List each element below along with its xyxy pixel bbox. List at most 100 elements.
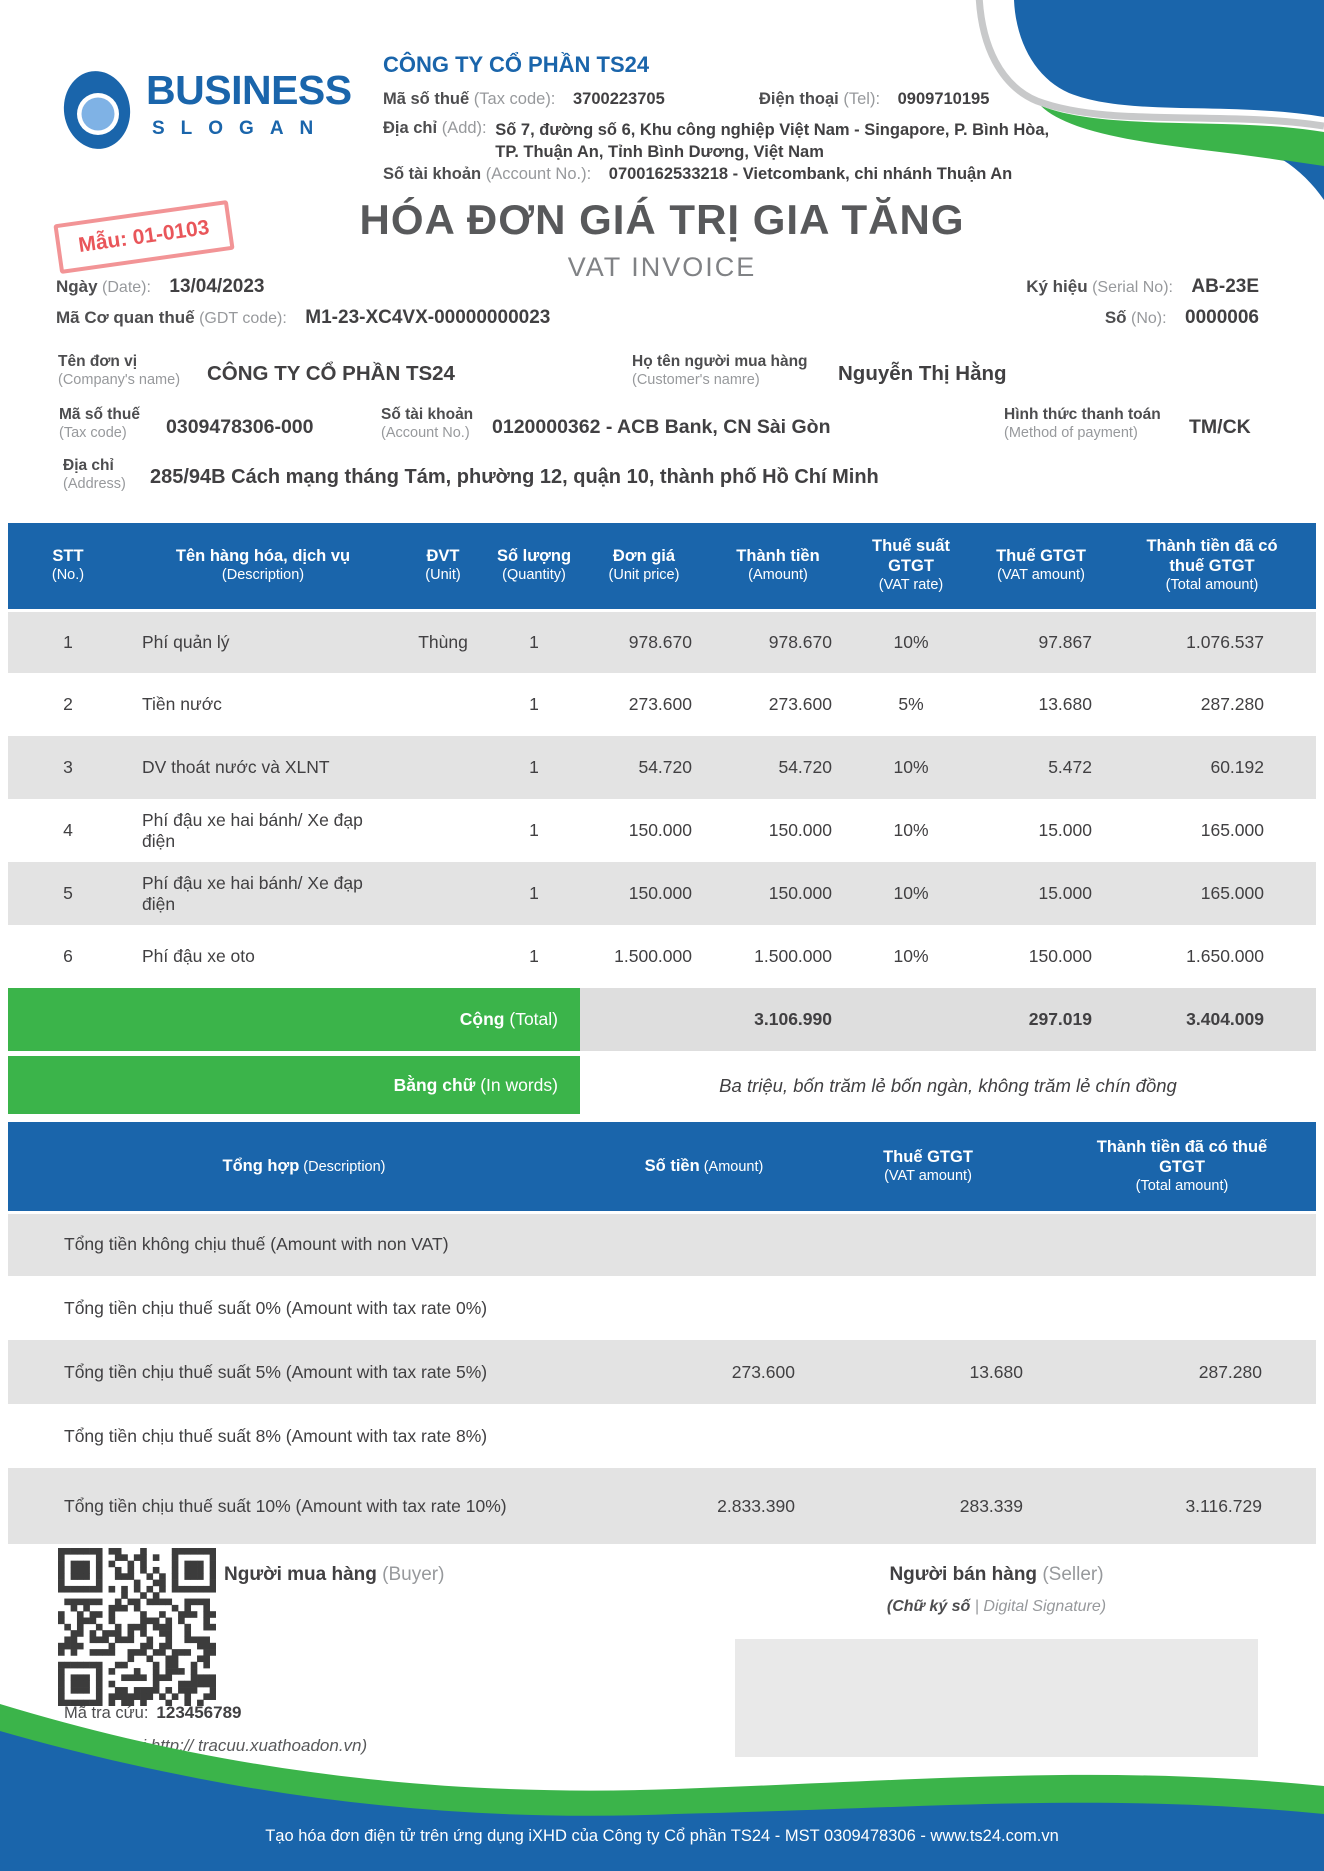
date-label-en: (Date):	[102, 279, 151, 296]
seller-tel-group: Điện thoại (Tel): 0909710195	[759, 90, 989, 109]
number-label: Số	[1104, 308, 1127, 327]
item-cell: 3	[63, 757, 73, 777]
gdt-label: Mã Cơ quan thuế	[56, 308, 195, 327]
summary-col-header-3: Thành tiền đã có thuế GTGT (Total amount)	[1048, 1122, 1316, 1214]
item-cell: 150.000	[628, 820, 692, 840]
item-cell	[398, 673, 488, 736]
items-table-body: 1 Phí quản lý Thùng 1 978.670 978.670 10% 97.86…	[8, 610, 1316, 988]
item-cell	[398, 925, 488, 988]
seller-address-label: Địa chỉ	[383, 119, 438, 137]
seller-signature-label-en: (Seller)	[1042, 1564, 1104, 1585]
seller-tax-value: 3700223705	[573, 90, 665, 108]
items-col-header-7: Thuế GTGT (VAT amount)	[974, 523, 1108, 612]
serial-label-en: (Serial No):	[1092, 279, 1173, 296]
buyer-customer-label-en: (Customer's namre)	[632, 372, 760, 388]
items-table-header: STT (No.) Tên hàng hóa, dịch vụ (Descriptio…	[8, 523, 1316, 612]
buyer-customer-label-vi: Họ tên người mua hàng	[632, 353, 808, 370]
company-logo-icon	[63, 71, 131, 149]
gdt-line: Mã Cơ quan thuế (GDT code): M1-23-XC4VX-…	[56, 307, 550, 329]
summary-cell	[600, 1276, 808, 1340]
item-cell: 10%	[893, 946, 929, 966]
date-label: Ngày	[56, 277, 98, 296]
amount-in-words-row: Bằng chữ (In words) Ba triệu, bốn trăm l…	[8, 1056, 1316, 1114]
buyer-company-value: CÔNG TY CỔ PHẦN TS24	[207, 362, 455, 385]
item-cell	[398, 799, 488, 862]
item-cell: 1	[529, 631, 539, 652]
item-cell: 5.472	[1048, 757, 1092, 777]
lookup-code-value: 123456789	[156, 1703, 242, 1722]
summary-cell: Tổng tiền chịu thuế suất 5% (Amount with…	[64, 1361, 488, 1382]
summary-cell	[808, 1276, 1048, 1340]
item-cell: 287.280	[1200, 694, 1264, 714]
signature-placeholder-box	[735, 1639, 1258, 1757]
item-cell: 165.000	[1200, 820, 1264, 840]
item-cell: Phí đậu xe hai bánh/ Xe đạp điện	[142, 809, 363, 851]
summary-cell: 2.833.390	[717, 1495, 795, 1516]
item-cell: 1.076.537	[1186, 631, 1264, 652]
in-words-label-en: (In words)	[480, 1074, 558, 1095]
buyer-account-value: 0120000362 - ACB Bank, CN Sài Gòn	[492, 416, 831, 438]
item-cell: Tiền nước	[142, 694, 222, 714]
items-col-header-2: ĐVT (Unit)	[398, 523, 488, 612]
item-cell: 1.500.000	[614, 946, 692, 966]
buyer-tax-label-vi: Mã số thuế	[59, 406, 140, 423]
buyer-tax-label: Mã số thuế (Tax code)	[59, 405, 140, 443]
buyer-address-value: 285/94B Cách mạng tháng Tám, phường 12, …	[150, 466, 879, 488]
item-cell: 13.680	[1038, 694, 1092, 714]
buyer-account-label-vi: Số tài khoản	[381, 406, 474, 423]
summary-table-header: Tổng hợp (Description) Số tiền (Amount) Th…	[8, 1122, 1316, 1214]
digital-signature-note: (Chữ ký số | Digital Signature)	[735, 1598, 1258, 1616]
item-cell: 273.600	[768, 694, 832, 714]
total-label: Cộng	[459, 1009, 505, 1029]
corner-decoration	[975, 0, 1324, 200]
item-cell: 978.670	[768, 631, 832, 652]
summary-cell: 3.116.729	[1185, 1495, 1262, 1516]
item-cell: 10%	[893, 883, 929, 903]
item-cell: Thùng	[418, 631, 468, 652]
buyer-signature-label-vi: Người mua hàng	[224, 1564, 377, 1585]
digital-signature-note-en: | Digital Signature)	[974, 1598, 1107, 1615]
total-vat: 297.019	[974, 988, 1108, 1051]
item-cell: 5%	[898, 694, 924, 714]
seller-tax-label-en: (Tax code):	[473, 90, 556, 108]
total-grand: 3.404.009	[1108, 988, 1316, 1051]
summary-cell	[808, 1212, 1048, 1276]
buyer-signature-label: Người mua hàng (Buyer)	[224, 1564, 444, 1586]
item-cell: 1.500.000	[754, 946, 832, 966]
item-cell: 60.192	[1210, 757, 1264, 777]
qr-code	[58, 1548, 216, 1706]
buyer-company-label-vi: Tên đơn vị	[58, 353, 138, 370]
gdt-label-en: (GDT code):	[199, 310, 287, 327]
summary-cell: Tổng tiền không chịu thuế (Amount with n…	[64, 1234, 449, 1255]
seller-signature-label: Người bán hàng (Seller)	[735, 1564, 1258, 1586]
item-row: 5 Phí đậu xe hai bánh/ Xe đạp điện 1 150.00…	[8, 862, 1316, 925]
items-col-header-3: Số lượng (Quantity)	[488, 523, 580, 612]
digital-signature-note-vi: (Chữ ký số	[886, 1598, 971, 1615]
seller-tel-label: Điện thoại	[759, 90, 839, 108]
summary-cell	[600, 1404, 808, 1468]
item-cell: 273.600	[628, 694, 692, 714]
item-cell: 1.650.000	[1186, 946, 1264, 966]
summary-cell: 13.680	[969, 1361, 1023, 1382]
summary-cell: 283.339	[959, 1495, 1023, 1516]
items-table: STT (No.) Tên hàng hóa, dịch vụ (Descriptio…	[8, 523, 1316, 1114]
item-cell: 150.000	[628, 883, 692, 903]
buyer-tax-value: 0309478306-000	[166, 416, 314, 438]
summary-table: Tổng hợp (Description) Số tiền (Amount) Th…	[8, 1122, 1316, 1544]
items-col-header-0: STT (No.)	[8, 523, 128, 612]
buyer-address-label: Địa chỉ (Address)	[63, 456, 126, 494]
items-total-row: Cộng (Total) 3.106.990 297.019 3.404.009	[8, 988, 1316, 1051]
item-cell: 15.000	[1038, 820, 1092, 840]
total-empty-cell	[580, 988, 708, 1051]
lookup-code-label: Mã tra cứu:	[64, 1704, 149, 1722]
item-cell	[398, 736, 488, 799]
buyer-tax-label-en: (Tax code)	[59, 425, 127, 441]
seller-signature-label-vi: Người bán hàng	[889, 1564, 1038, 1585]
item-cell	[398, 862, 488, 925]
item-row: 2 Tiền nước 1 273.600 273.600 5% 13.680 287.280	[8, 673, 1316, 736]
buyer-payment-label-en: (Method of payment)	[1004, 425, 1138, 441]
seller-address-line: Địa chỉ (Add): Số 7, đường số 6, Khu côn…	[383, 119, 1103, 163]
number-line: Số (No): 0000006	[1105, 307, 1259, 329]
summary-col-header-0: Tổng hợp (Description)	[8, 1122, 600, 1214]
seller-tax-line: Mã số thuế (Tax code): 3700223705 Điện t…	[383, 90, 1083, 109]
